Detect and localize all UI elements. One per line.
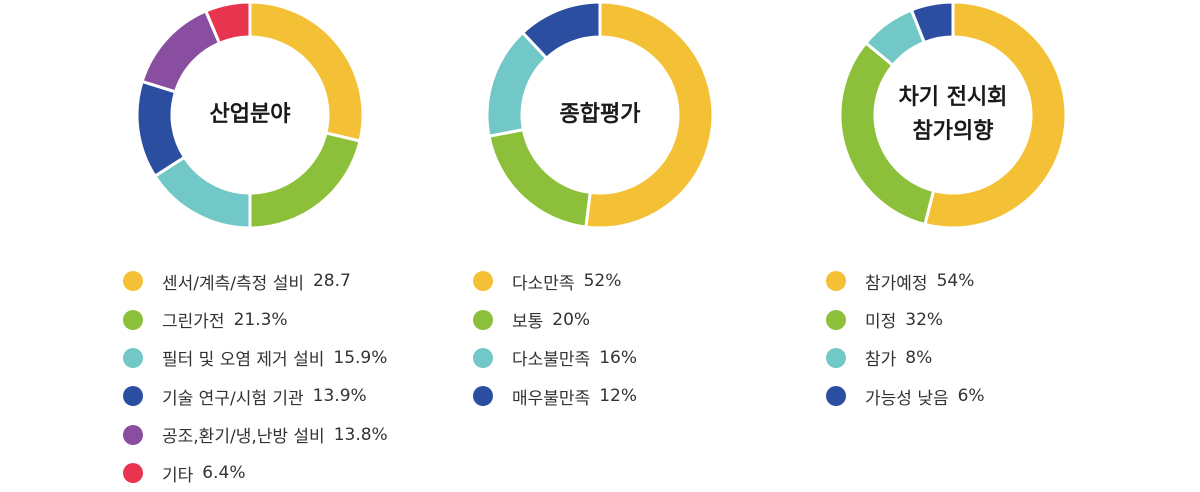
legend-item: 참가예정 54% bbox=[826, 262, 985, 300]
legend: 센서/계측/측정 설비 28.7 그린가전 21.3% 필터 및 오염 제거 설비 15.… bbox=[123, 262, 388, 492]
legend-item: 보통 20% bbox=[473, 300, 637, 338]
legend-item: 기타 6.4% bbox=[123, 454, 388, 492]
donut-slice bbox=[584, 0, 715, 230]
donut-chart bbox=[838, 0, 1068, 230]
legend-label: 매우불만족 bbox=[512, 388, 591, 409]
legend-value: 6.4% bbox=[202, 463, 246, 484]
legend-dot-icon bbox=[473, 347, 493, 368]
legend-dot-icon bbox=[473, 309, 493, 330]
donut-slice bbox=[923, 0, 1068, 230]
donut-slice bbox=[203, 0, 252, 46]
legend-value: 13.9% bbox=[312, 386, 367, 407]
legend-dot-icon bbox=[826, 271, 846, 292]
chart-panel-participation: 차기 전시회 참가의향 참가예정 54% 미정 32% 참가 8% 가능성 낮음 6% bbox=[826, 0, 1078, 483]
legend-value: 8% bbox=[905, 347, 933, 368]
donut-chart bbox=[485, 0, 715, 230]
chart-panel-industry: 산업분야 센서/계측/측정 설비 28.7 그린가전 21.3% 필터 및 오염 제거 … bbox=[123, 0, 388, 486]
legend-value: 15.9% bbox=[333, 347, 388, 368]
legend-label: 다소만족 bbox=[512, 273, 575, 294]
legend-label: 참가예정 bbox=[865, 273, 928, 294]
chart-title: 산업분야 bbox=[209, 102, 291, 127]
legend-value: 21.3% bbox=[233, 309, 288, 330]
legend-value: 13.8% bbox=[333, 424, 388, 445]
legend-value: 54% bbox=[936, 271, 975, 292]
legend-label: 보통 bbox=[512, 312, 544, 333]
legend-label: 기술 연구/시험 기관 bbox=[162, 388, 304, 409]
donut-svg bbox=[485, 0, 715, 230]
legend-dot-icon bbox=[826, 309, 846, 330]
legend: 참가예정 54% 미정 32% 참가 8% 가능성 낮음 6% bbox=[826, 262, 985, 416]
donut-svg bbox=[838, 0, 1068, 230]
legend-item: 다소만족 52% bbox=[473, 262, 637, 300]
chart-title: 종합평가 bbox=[559, 102, 641, 127]
legend-value: 28.7 bbox=[312, 271, 351, 292]
legend-item: 다소불만족 16% bbox=[473, 339, 637, 377]
legend-dot-icon bbox=[473, 386, 493, 407]
chart-panel-evaluation: 종합평가 다소만족 52% 보통 20% 다소불만족 16% 매우불만족 12% bbox=[473, 0, 725, 483]
donut-chart bbox=[135, 0, 365, 230]
legend-item: 필터 및 오염 제거 설비 15.9% bbox=[123, 339, 388, 377]
legend-label: 센서/계측/측정 설비 bbox=[162, 273, 304, 294]
donut-slice bbox=[520, 0, 602, 61]
legend-label: 기타 bbox=[162, 465, 194, 486]
legend-value: 20% bbox=[552, 309, 591, 330]
legend-value: 32% bbox=[905, 309, 944, 330]
legend-label: 공조,환기/냉,난방 설비 bbox=[162, 427, 325, 448]
legend-dot-icon bbox=[123, 309, 143, 330]
legend-label: 다소불만족 bbox=[512, 350, 591, 371]
legend-label: 참가 bbox=[865, 350, 897, 371]
legend: 다소만족 52% 보통 20% 다소불만족 16% 매우불만족 12% bbox=[473, 262, 637, 416]
legend-item: 미정 32% bbox=[826, 300, 985, 338]
legend-value: 6% bbox=[957, 386, 985, 407]
legend-dot-icon bbox=[826, 386, 846, 407]
chart-title: 차기 전시회 참가의향 bbox=[898, 85, 1008, 144]
legend-dot-icon bbox=[123, 347, 143, 368]
legend-dot-icon bbox=[473, 271, 493, 292]
legend-label: 그린가전 bbox=[162, 312, 225, 333]
legend-value: 12% bbox=[599, 386, 637, 407]
legend-item: 센서/계측/측정 설비 28.7 bbox=[123, 262, 388, 300]
legend-item: 기술 연구/시험 기관 13.9% bbox=[123, 377, 388, 415]
legend-label: 미정 bbox=[865, 312, 897, 333]
legend-item: 공조,환기/냉,난방 설비 13.8% bbox=[123, 416, 388, 454]
legend-dot-icon bbox=[123, 271, 143, 292]
legend-item: 가능성 낮음 6% bbox=[826, 377, 985, 415]
donut-svg bbox=[135, 0, 365, 230]
legend-dot-icon bbox=[123, 424, 143, 445]
legend-dot-icon bbox=[123, 463, 143, 484]
legend-item: 그린가전 21.3% bbox=[123, 300, 388, 338]
legend-label: 필터 및 오염 제거 설비 bbox=[162, 350, 325, 371]
legend-dot-icon bbox=[123, 386, 143, 407]
donut-slice bbox=[909, 0, 955, 45]
legend-item: 매우불만족 12% bbox=[473, 377, 637, 415]
legend-item: 참가 8% bbox=[826, 339, 985, 377]
legend-label: 가능성 낮음 bbox=[865, 388, 949, 409]
legend-value: 16% bbox=[599, 347, 637, 368]
legend-value: 52% bbox=[583, 271, 622, 292]
legend-dot-icon bbox=[826, 347, 846, 368]
